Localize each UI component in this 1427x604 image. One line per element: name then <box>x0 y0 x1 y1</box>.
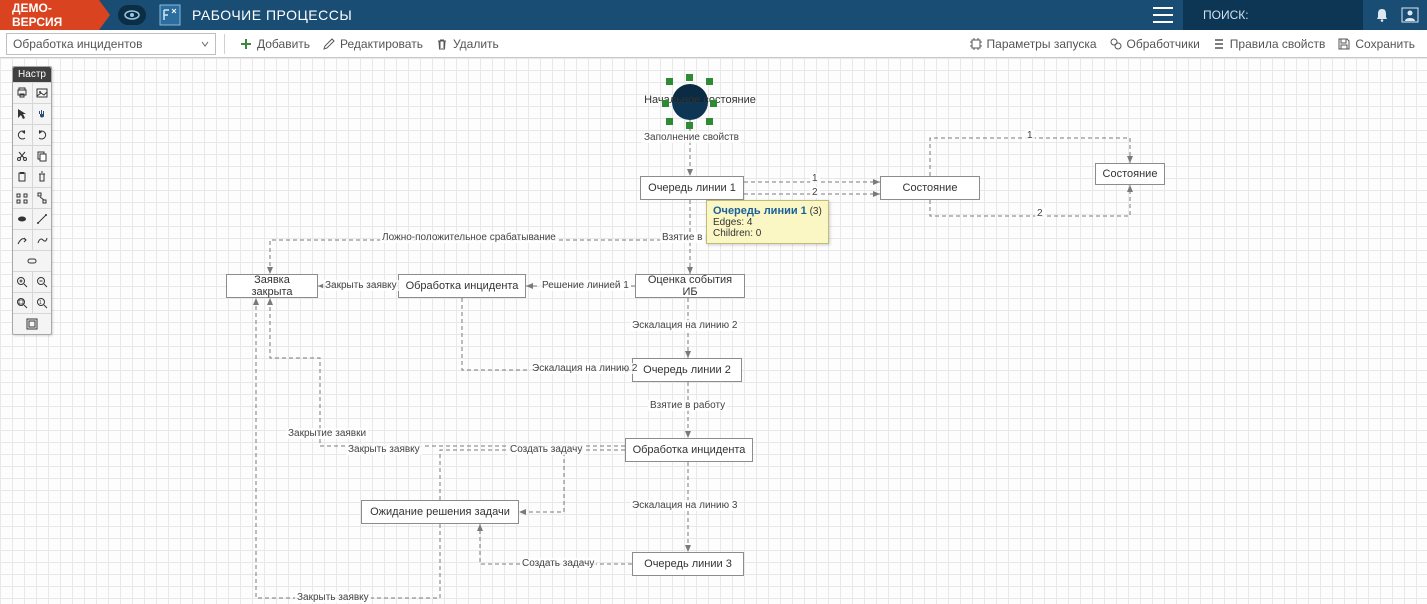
selection-handle[interactable] <box>666 78 673 85</box>
edge-label: 1 <box>1025 130 1035 141</box>
prop-rules-label: Правила свойств <box>1230 37 1326 51</box>
selection-handle[interactable] <box>706 118 713 125</box>
edit-label: Редактировать <box>340 37 423 51</box>
selection-handle[interactable] <box>686 74 693 81</box>
user-icon[interactable] <box>1401 6 1419 24</box>
selection-handle[interactable] <box>706 78 713 85</box>
workflow-select[interactable]: Обработка инцидентов <box>6 33 216 55</box>
diagram-node[interactable]: Заявка закрыта <box>226 274 318 298</box>
tooltip-line1: Edges: 4 <box>713 217 822 228</box>
canvas[interactable]: Настр <box>0 58 1427 604</box>
save-button[interactable]: Сохранить <box>1331 37 1421 51</box>
trash-icon <box>435 37 449 51</box>
toolbar: Обработка инцидентов Добавить Редактиров… <box>0 30 1427 58</box>
handlers-button[interactable]: Обработчики <box>1103 37 1206 51</box>
add-button[interactable]: Добавить <box>233 37 316 51</box>
selection-handle[interactable] <box>686 122 693 129</box>
diagram-node[interactable]: Обработка инцидента <box>398 274 526 298</box>
gears-icon <box>1109 37 1123 51</box>
edge-label: Взятие в работу <box>648 400 727 411</box>
edge-label: Эскалация на линию 2 <box>630 320 739 331</box>
chevron-down-icon <box>201 40 209 48</box>
edge-label: 2 <box>1035 208 1045 219</box>
launch-params-button[interactable]: Параметры запуска <box>963 37 1103 51</box>
edge-label: Закрыть заявку <box>323 280 399 291</box>
node-tooltip: Очередь линии 1 (3) Edges: 4 Children: 0 <box>706 200 829 244</box>
selection-handle[interactable] <box>662 100 669 107</box>
diagram-node[interactable]: Очередь линии 1 <box>640 176 744 200</box>
diagram-node[interactable]: Очередь линии 3 <box>632 552 744 576</box>
delete-button[interactable]: Удалить <box>429 37 505 51</box>
diagram-node[interactable]: Очередь линии 2 <box>632 358 742 382</box>
eye-icon[interactable] <box>118 5 146 25</box>
app-icon <box>158 3 182 27</box>
prop-rules-button[interactable]: Правила свойств <box>1206 37 1332 51</box>
edge-label: Закрыть заявку <box>295 592 371 603</box>
edge-label: 1 <box>810 173 820 184</box>
diagram-node[interactable]: Ожидание решения задачи <box>361 500 519 524</box>
diagram-node[interactable]: Состояние <box>880 176 980 200</box>
diagram-node[interactable]: Обработка инцидента <box>625 438 753 462</box>
save-label: Сохранить <box>1355 37 1415 51</box>
bell-icon[interactable] <box>1373 6 1391 24</box>
edge-label: Решение линией 1 <box>540 280 631 291</box>
delete-label: Удалить <box>453 37 499 51</box>
edge-label: 2 <box>810 187 820 198</box>
hamburger-icon[interactable] <box>1153 7 1173 23</box>
edge-label: Эскалация на линию 3 <box>630 500 739 511</box>
demo-badge: ДЕМО-ВЕРСИЯ <box>0 0 110 30</box>
diagram-node[interactable]: Оценка события ИБ <box>635 274 745 298</box>
edge-label: Закрытие заявки <box>286 428 368 439</box>
chip-icon <box>969 37 983 51</box>
tooltip-count: (3) <box>810 206 822 217</box>
search-label: ПОИСК: <box>1203 8 1249 22</box>
workflow-selected-label: Обработка инцидентов <box>13 37 142 51</box>
edge-label: Заполнение свойств <box>642 132 741 143</box>
edge-label: Создать задачу <box>508 444 584 455</box>
plus-icon <box>239 37 253 51</box>
tooltip-line2: Children: 0 <box>713 228 822 239</box>
edge-label: Ложно-положительное срабатывание <box>380 232 558 243</box>
edge-label: Закрыть заявку <box>346 444 422 455</box>
page-title: РАБОЧИЕ ПРОЦЕССЫ <box>186 7 352 23</box>
topbar: ДЕМО-ВЕРСИЯ РАБОЧИЕ ПРОЦЕССЫ ПОИСК: <box>0 0 1427 30</box>
selection-handle[interactable] <box>710 100 717 107</box>
edit-button[interactable]: Редактировать <box>316 37 429 51</box>
edge-label: Создать задачу <box>520 558 596 569</box>
selection-handle[interactable] <box>666 118 673 125</box>
search-area[interactable]: ПОИСК: <box>1183 0 1363 30</box>
pencil-icon <box>322 37 336 51</box>
start-node-label: Начальное состояние <box>640 94 760 106</box>
diagram-node[interactable]: Состояние <box>1095 163 1165 185</box>
handlers-label: Обработчики <box>1127 37 1200 51</box>
launch-params-label: Параметры запуска <box>987 37 1097 51</box>
tooltip-title: Очередь линии 1 <box>713 205 807 217</box>
add-label: Добавить <box>257 37 310 51</box>
edge-label: Эскалация на линию 2 <box>530 363 639 374</box>
diagram-layer: Начальное состояние Очередь линии 1 Состо… <box>0 58 1427 604</box>
list-icon <box>1212 37 1226 51</box>
floppy-icon <box>1337 37 1351 51</box>
